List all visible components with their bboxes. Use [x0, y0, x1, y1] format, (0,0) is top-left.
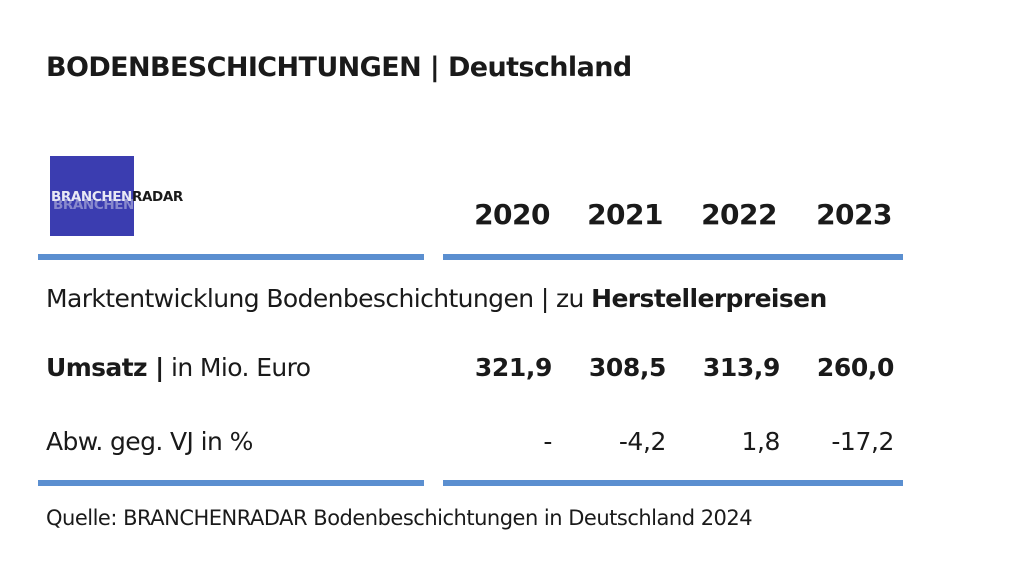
table-cell: -4,2: [618, 427, 667, 456]
subtitle-emphasis: Herstellerpreisen: [591, 284, 827, 313]
title-separator: |: [429, 52, 440, 83]
table-cell: 1,8: [741, 427, 780, 456]
logo-text: BRANCHENRADAR: [51, 189, 183, 205]
rule-top-left: [38, 254, 424, 260]
table-cell: -: [543, 427, 552, 456]
row-label-text: Abw. geg. VJ in %: [46, 427, 253, 456]
subtitle-prefix: Marktentwicklung Bodenbeschichtungen | z…: [46, 284, 584, 313]
table-cell: -17,2: [831, 427, 894, 456]
row-label-umsatz: Umsatz | in Mio. Euro: [46, 353, 311, 382]
table-cell: 308,5: [588, 353, 666, 382]
title-region: Deutschland: [447, 52, 632, 83]
row-label-unit: in Mio. Euro: [171, 353, 311, 382]
table-subtitle: Marktentwicklung Bodenbeschichtungen | z…: [46, 284, 827, 313]
logo-part-2: RADAR: [131, 189, 183, 205]
page-title: BODENBESCHICHTUNGEN | Deutschland: [46, 52, 632, 83]
branchenradar-logo: BRANCHEN BRANCHENRADAR: [50, 156, 183, 236]
rule-top-right: [443, 254, 903, 260]
year-header: 2021: [587, 198, 663, 231]
table-cell: 313,9: [702, 353, 780, 382]
table-cell: 260,0: [816, 353, 894, 382]
year-header: 2020: [474, 198, 550, 231]
logo-part-1: BRANCHEN: [51, 189, 132, 205]
table-cell: 321,9: [474, 353, 552, 382]
row-label-change: Abw. geg. VJ in %: [46, 427, 253, 456]
rule-bottom-right: [443, 480, 903, 486]
row-label-bold: Umsatz |: [46, 353, 164, 382]
title-main: BODENBESCHICHTUNGEN: [46, 52, 422, 83]
year-header: 2023: [816, 198, 892, 231]
source-note: Quelle: BRANCHENRADAR Bodenbeschichtunge…: [46, 506, 753, 530]
year-header: 2022: [701, 198, 777, 231]
rule-bottom-left: [38, 480, 424, 486]
logo-shadow-text: BRANCHEN: [53, 197, 134, 213]
